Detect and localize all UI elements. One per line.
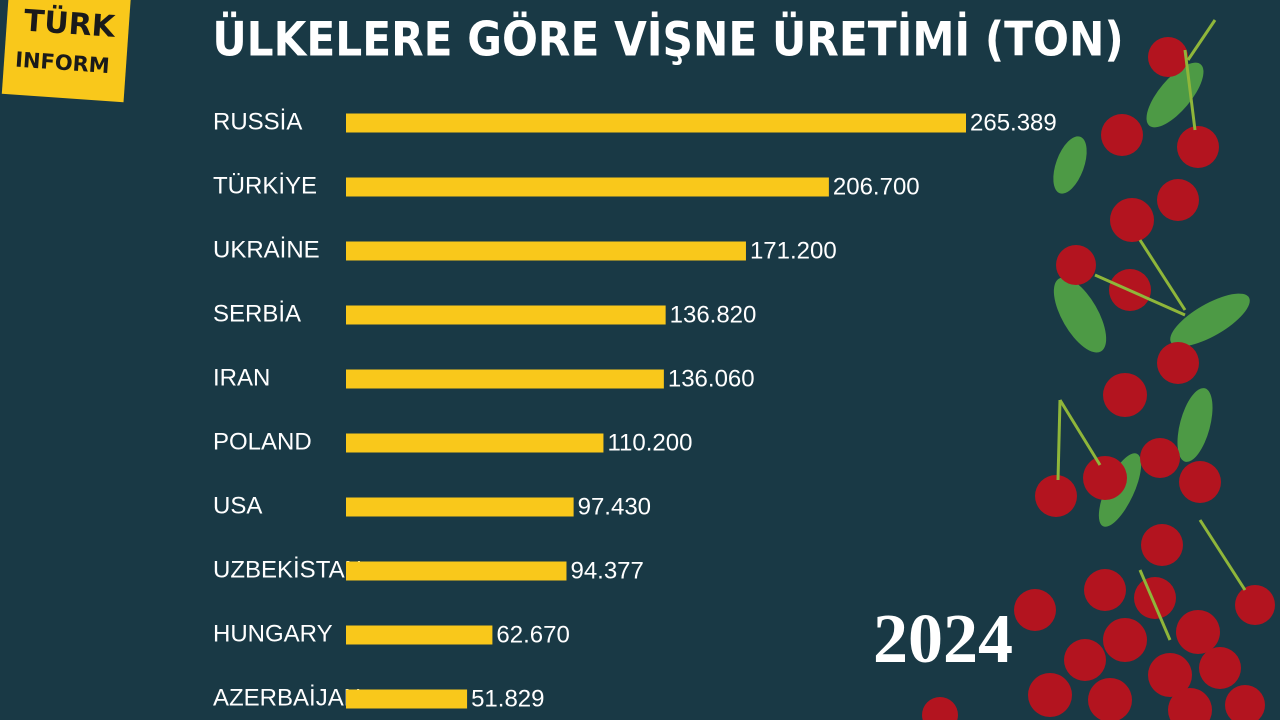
category-label: SERBİA bbox=[213, 300, 301, 327]
bar bbox=[346, 241, 746, 261]
bar bbox=[346, 497, 574, 517]
chart-title: ÜLKELERE GÖRE VİŞNE ÜRETİMİ (TON) bbox=[212, 13, 1123, 68]
category-label: UZBEKİSTAN bbox=[213, 556, 362, 583]
bar bbox=[346, 625, 493, 645]
value-label: 94.377 bbox=[570, 557, 643, 584]
logo: TÜRK INFORM bbox=[1, 0, 132, 103]
bar bbox=[346, 433, 604, 453]
value-label: 97.430 bbox=[578, 493, 651, 520]
plot: RUSSİA 265.389 TÜRKİYE 206.700 UKRAİNE 171.20… bbox=[213, 108, 1057, 712]
category-label: UKRAİNE bbox=[213, 236, 320, 263]
value-label: 206.700 bbox=[833, 173, 920, 200]
value-label: 136.820 bbox=[670, 301, 757, 328]
logo-box bbox=[1, 0, 132, 103]
value-label: 171.200 bbox=[750, 237, 837, 264]
category-label: RUSSİA bbox=[213, 108, 302, 135]
bar bbox=[346, 689, 468, 709]
category-label: IRAN bbox=[213, 364, 270, 391]
bar bbox=[346, 113, 966, 133]
category-label: USA bbox=[213, 492, 262, 519]
value-label: 51.829 bbox=[471, 685, 544, 712]
value-label: 136.060 bbox=[668, 365, 755, 392]
bar bbox=[346, 177, 829, 197]
value-label: 110.200 bbox=[607, 429, 692, 456]
bar bbox=[346, 305, 666, 325]
value-label: 265.389 bbox=[970, 109, 1057, 136]
year-label: 2024 bbox=[873, 601, 1013, 678]
value-label: 62.670 bbox=[496, 621, 569, 648]
category-label: HUNGARY bbox=[213, 620, 333, 647]
category-label: TÜRKİYE bbox=[213, 172, 317, 199]
category-label: POLAND bbox=[213, 428, 312, 455]
bar bbox=[346, 561, 567, 581]
cherries bbox=[922, 19, 1275, 720]
logo-text: TÜRK bbox=[23, 2, 118, 45]
category-label: AZERBAİJAN bbox=[213, 684, 361, 711]
bar bbox=[346, 369, 664, 389]
